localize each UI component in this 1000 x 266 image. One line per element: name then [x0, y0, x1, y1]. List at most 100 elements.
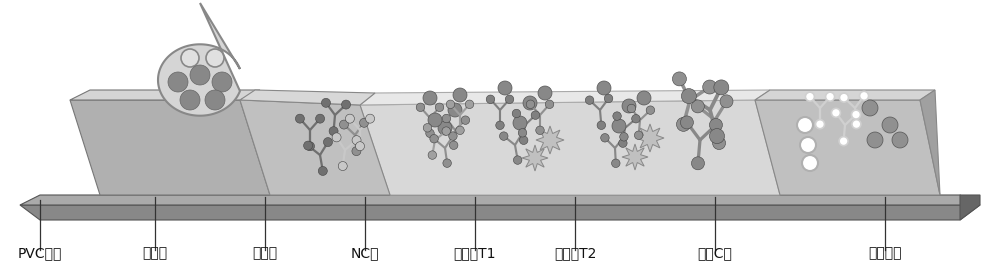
Circle shape — [438, 121, 452, 135]
Circle shape — [512, 109, 521, 118]
Circle shape — [338, 161, 347, 171]
Circle shape — [526, 100, 535, 109]
Circle shape — [205, 90, 225, 110]
Circle shape — [430, 135, 438, 143]
Polygon shape — [622, 144, 648, 170]
Polygon shape — [70, 90, 260, 100]
Circle shape — [442, 127, 450, 135]
Circle shape — [612, 119, 626, 133]
Polygon shape — [755, 100, 940, 195]
Circle shape — [637, 91, 651, 105]
Circle shape — [456, 126, 464, 135]
Circle shape — [332, 133, 341, 142]
Text: PVC底板: PVC底板 — [18, 246, 62, 260]
Circle shape — [180, 90, 200, 110]
Circle shape — [518, 128, 527, 137]
Circle shape — [212, 72, 232, 92]
Text: 样品垫: 样品垫 — [142, 246, 168, 260]
Circle shape — [709, 118, 722, 131]
Circle shape — [839, 93, 848, 102]
Circle shape — [465, 100, 474, 109]
Polygon shape — [920, 90, 940, 195]
Circle shape — [627, 104, 636, 113]
Polygon shape — [755, 90, 935, 100]
Text: 检测线T2: 检测线T2 — [554, 246, 596, 260]
Polygon shape — [240, 100, 390, 195]
Circle shape — [802, 155, 818, 171]
Circle shape — [839, 137, 848, 146]
Text: 吸水纸垫: 吸水纸垫 — [868, 246, 902, 260]
Circle shape — [536, 126, 544, 135]
Circle shape — [709, 128, 724, 144]
Circle shape — [831, 108, 840, 117]
Circle shape — [892, 132, 908, 148]
Circle shape — [691, 157, 704, 170]
Circle shape — [435, 103, 444, 111]
Polygon shape — [20, 205, 980, 220]
Circle shape — [323, 138, 332, 147]
Circle shape — [680, 116, 693, 129]
Circle shape — [862, 100, 878, 116]
Circle shape — [523, 96, 537, 110]
Circle shape — [852, 120, 861, 129]
Circle shape — [882, 117, 898, 133]
Polygon shape — [360, 100, 780, 195]
Circle shape — [316, 114, 325, 123]
Circle shape — [306, 142, 314, 151]
Circle shape — [597, 81, 611, 95]
Circle shape — [800, 137, 816, 153]
Circle shape — [339, 120, 348, 129]
Circle shape — [601, 134, 609, 142]
Polygon shape — [70, 100, 270, 195]
Circle shape — [720, 95, 733, 108]
Circle shape — [676, 117, 690, 131]
Polygon shape — [360, 90, 770, 105]
Circle shape — [519, 136, 528, 144]
Circle shape — [714, 80, 729, 95]
Circle shape — [442, 114, 451, 123]
Circle shape — [190, 65, 210, 85]
Circle shape — [461, 116, 470, 124]
Circle shape — [360, 118, 369, 127]
Circle shape — [538, 86, 552, 100]
Circle shape — [826, 92, 835, 101]
Circle shape — [713, 136, 726, 149]
Circle shape — [816, 120, 824, 129]
Circle shape — [500, 132, 508, 140]
Circle shape — [646, 106, 655, 114]
Circle shape — [453, 88, 467, 102]
Circle shape — [852, 110, 861, 119]
Circle shape — [181, 49, 199, 67]
Circle shape — [423, 91, 437, 105]
Polygon shape — [960, 195, 980, 220]
Circle shape — [449, 132, 457, 140]
Circle shape — [423, 123, 432, 132]
Circle shape — [486, 95, 495, 103]
Circle shape — [513, 156, 522, 164]
Polygon shape — [522, 145, 548, 171]
Circle shape — [321, 98, 330, 107]
Circle shape — [329, 127, 338, 136]
Circle shape — [352, 136, 361, 145]
Circle shape — [860, 91, 869, 100]
Polygon shape — [536, 126, 564, 154]
Circle shape — [428, 151, 437, 159]
Circle shape — [318, 167, 327, 176]
Circle shape — [613, 112, 621, 120]
Circle shape — [352, 147, 361, 156]
Circle shape — [585, 96, 594, 105]
Circle shape — [168, 72, 188, 92]
Circle shape — [622, 99, 636, 113]
Circle shape — [632, 114, 640, 123]
Circle shape — [496, 121, 504, 130]
Circle shape — [797, 117, 813, 133]
Circle shape — [505, 95, 514, 103]
Circle shape — [428, 113, 442, 127]
Circle shape — [681, 89, 696, 103]
Polygon shape — [240, 90, 375, 105]
Circle shape — [416, 103, 425, 111]
Text: 检测线T1: 检测线T1 — [454, 246, 496, 260]
Circle shape — [672, 72, 686, 86]
Circle shape — [304, 141, 313, 150]
Circle shape — [805, 92, 814, 101]
